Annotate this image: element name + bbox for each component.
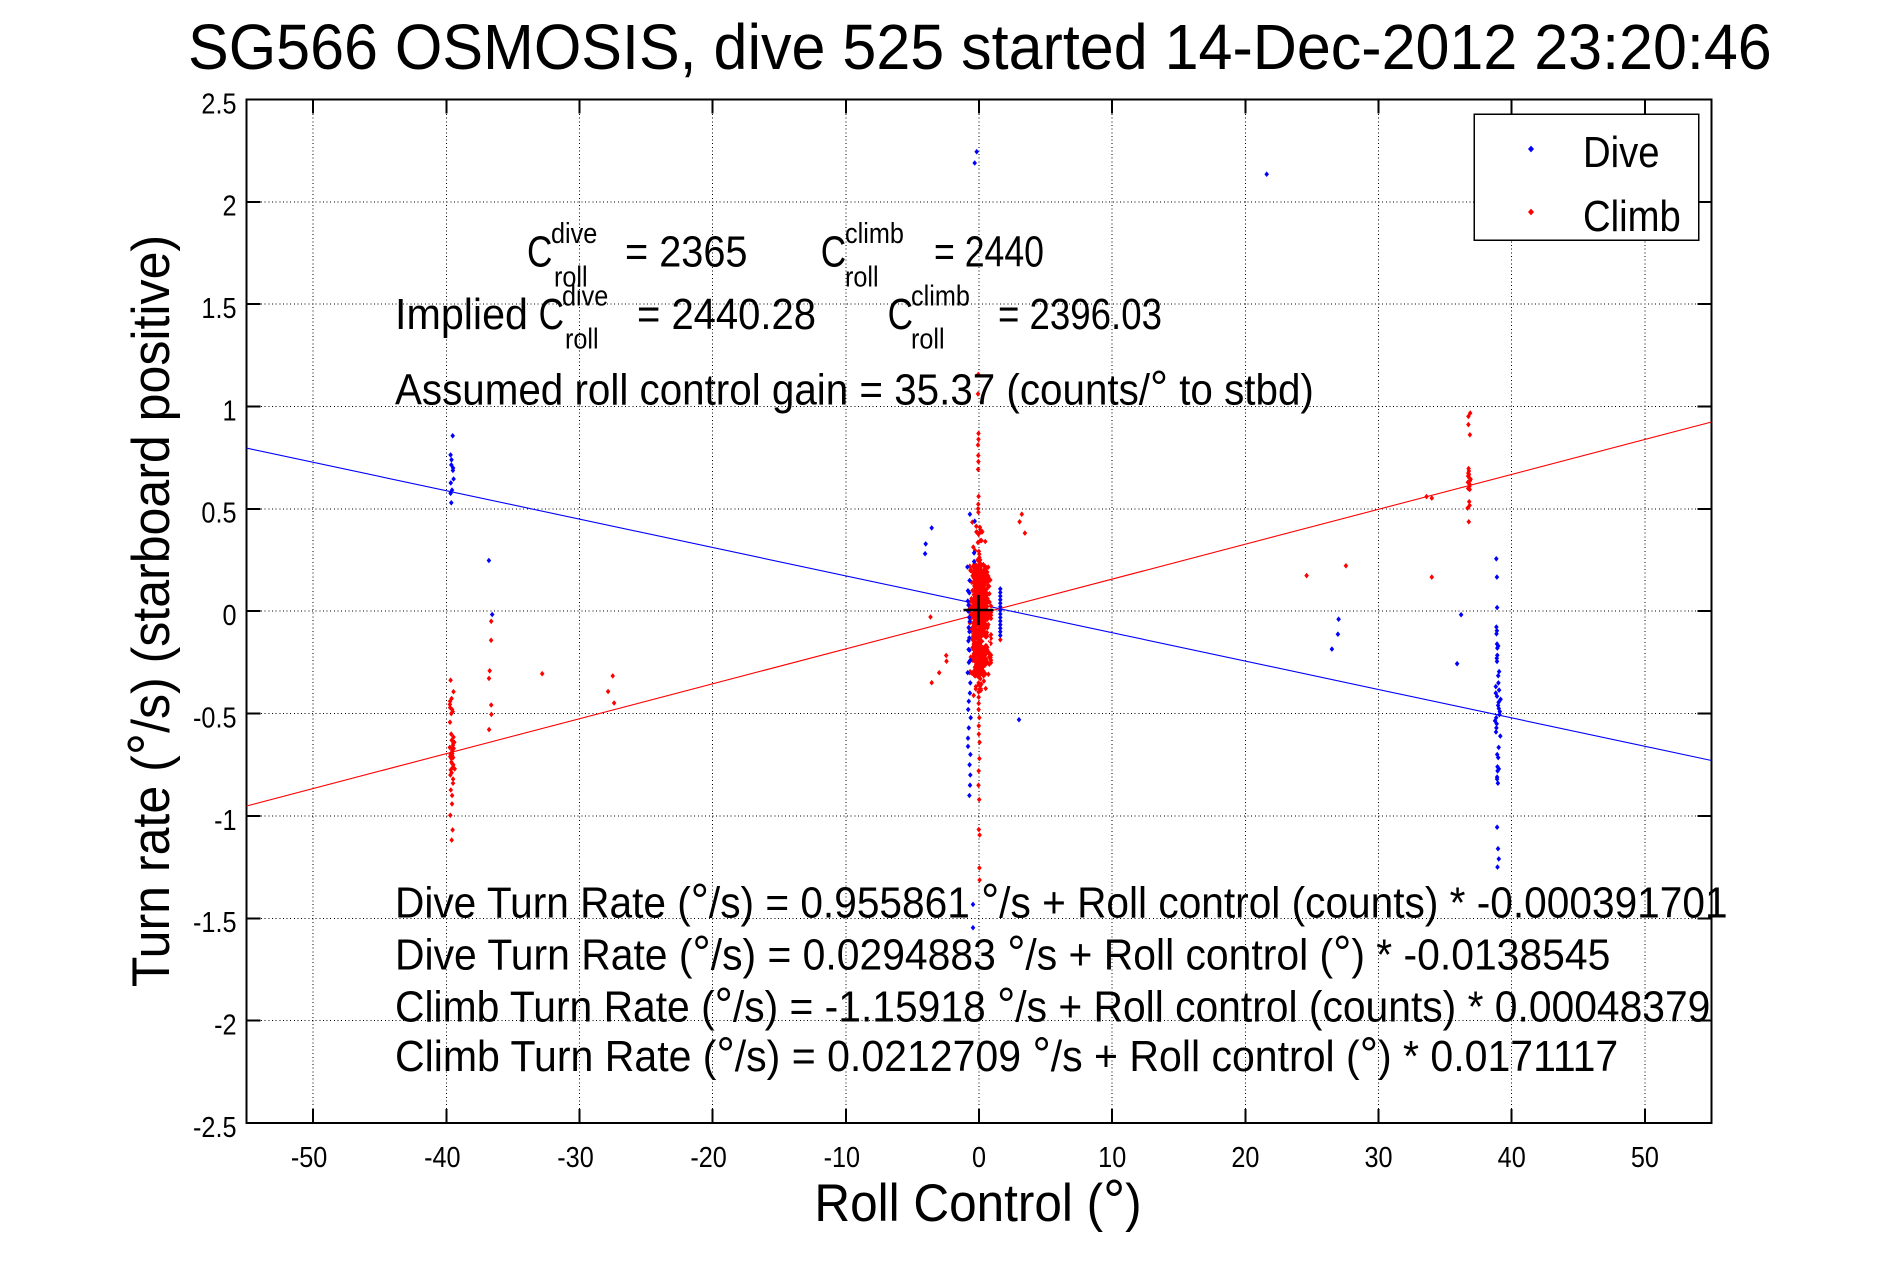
svg-text:-1.5: -1.5 (193, 905, 236, 938)
svg-text:dive: dive (551, 216, 597, 249)
svg-text:20: 20 (1231, 1140, 1259, 1173)
svg-text:Climb: Climb (1583, 192, 1681, 241)
svg-text:Roll Control (°): Roll Control (°) (814, 1168, 1141, 1234)
svg-text:Dive Turn Rate (°/s) = 0.95586: Dive Turn Rate (°/s) = 0.955861 °/s + Ro… (395, 873, 1728, 928)
svg-text:2: 2 (222, 189, 236, 222)
svg-text:= 2440: = 2440 (934, 228, 1044, 276)
svg-text:30: 30 (1364, 1140, 1392, 1173)
svg-text:Turn rate (°/s) (starboard pos: Turn rate (°/s) (starboard positive) (117, 235, 183, 987)
svg-text:-50: -50 (291, 1140, 327, 1173)
svg-text:Dive Turn Rate (°/s) = 0.02948: Dive Turn Rate (°/s) = 0.0294883 °/s + R… (395, 926, 1610, 981)
svg-text:Implied: Implied (395, 290, 528, 340)
svg-text:Climb Turn Rate (°/s) = 0.0212: Climb Turn Rate (°/s) = 0.0212709 °/s + … (395, 1028, 1618, 1083)
svg-text:= 2396.03: = 2396.03 (998, 289, 1162, 339)
svg-text:climb: climb (845, 216, 904, 249)
svg-text:2.5: 2.5 (201, 87, 236, 120)
svg-text:-1: -1 (214, 803, 236, 836)
svg-text:= 2365: = 2365 (625, 227, 747, 276)
svg-text:0: 0 (972, 1140, 986, 1173)
svg-text:C: C (888, 291, 913, 340)
svg-text:C: C (821, 228, 846, 277)
svg-text:roll: roll (911, 322, 945, 355)
svg-text:-40: -40 (424, 1140, 460, 1173)
svg-text:-20: -20 (690, 1140, 726, 1173)
svg-text:SG566 OSMOSIS, dive 525 starte: SG566 OSMOSIS, dive 525 started 14-Dec-2… (188, 12, 1772, 84)
svg-text:50: 50 (1631, 1140, 1659, 1173)
svg-text:40: 40 (1498, 1140, 1526, 1173)
svg-text:0: 0 (222, 598, 236, 631)
svg-text:-2: -2 (214, 1008, 236, 1041)
svg-text:climb: climb (911, 279, 970, 312)
svg-text:Dive: Dive (1583, 128, 1660, 177)
svg-text:= 2440.28: = 2440.28 (637, 289, 816, 338)
svg-text:C: C (539, 291, 564, 340)
svg-text:C: C (527, 228, 552, 277)
svg-text:-30: -30 (557, 1140, 593, 1173)
svg-text:-0.5: -0.5 (193, 701, 236, 734)
svg-text:1: 1 (222, 394, 236, 427)
svg-text:Assumed roll control gain = 35: Assumed roll control gain = 35.37 (count… (395, 360, 1314, 415)
svg-text:roll: roll (554, 260, 588, 293)
svg-text:dive: dive (562, 279, 608, 312)
svg-text:Climb Turn Rate (°/s) = -1.159: Climb Turn Rate (°/s) = -1.15918 °/s + R… (395, 978, 1710, 1033)
svg-text:-2.5: -2.5 (193, 1110, 236, 1143)
svg-text:1.5: 1.5 (201, 291, 236, 324)
svg-text:roll: roll (845, 260, 879, 293)
svg-text:-10: -10 (824, 1140, 860, 1173)
svg-text:roll: roll (565, 322, 599, 355)
svg-text:10: 10 (1098, 1140, 1126, 1173)
svg-text:0.5: 0.5 (201, 496, 236, 529)
